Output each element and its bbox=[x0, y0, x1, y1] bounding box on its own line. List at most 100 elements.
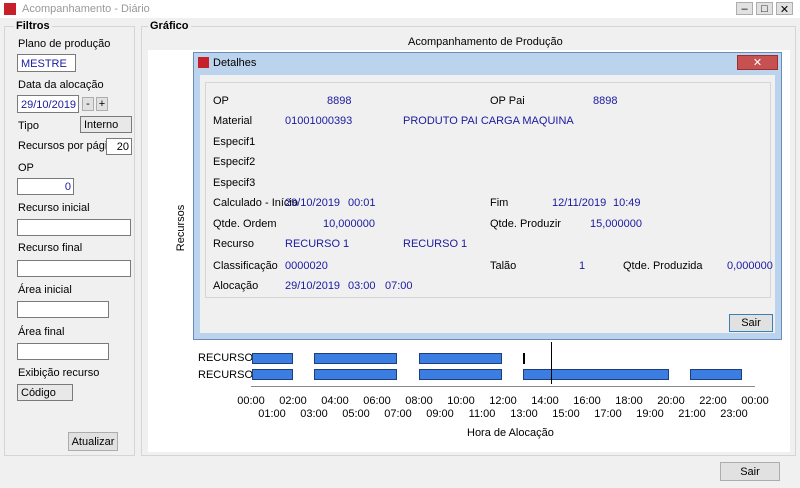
field-label: Qtde. Produzir bbox=[490, 218, 561, 230]
date-input[interactable]: 29/10/2019 bbox=[17, 95, 79, 113]
x-tick-label: 11:00 bbox=[468, 408, 496, 420]
x-axis-line bbox=[251, 386, 755, 387]
x-tick-label: 23:00 bbox=[720, 408, 748, 420]
minus-button[interactable]: - bbox=[82, 97, 94, 111]
details-group bbox=[205, 82, 771, 298]
field-value: 10,000000 bbox=[323, 218, 375, 230]
exit-button[interactable]: Sair bbox=[720, 462, 780, 481]
field-label: OP Pai bbox=[490, 95, 525, 107]
x-tick-label: 06:00 bbox=[363, 395, 391, 407]
gantt-bar bbox=[252, 353, 293, 364]
x-tick-label: 00:00 bbox=[237, 395, 265, 407]
input[interactable] bbox=[17, 343, 109, 360]
plus-button[interactable]: + bbox=[96, 97, 108, 111]
update-button[interactable]: Atualizar bbox=[68, 432, 118, 451]
field-value: PRODUTO PAI CARGA MAQUINA bbox=[403, 115, 574, 127]
input[interactable]: 20 bbox=[106, 138, 132, 155]
x-tick-label: 14:00 bbox=[531, 395, 559, 407]
close-button[interactable]: ✕ bbox=[776, 2, 793, 16]
field-value: RECURSO 1 bbox=[403, 238, 468, 250]
chart-section-title: Gráfico bbox=[148, 20, 191, 32]
field-label: Material bbox=[213, 115, 253, 127]
field-value: 00:01 bbox=[348, 197, 376, 209]
label: Data da alocação bbox=[18, 79, 104, 91]
x-tick-label: 19:00 bbox=[636, 408, 664, 420]
x-tick-label: 07:00 bbox=[384, 408, 412, 420]
x-tick-label: 13:00 bbox=[510, 408, 538, 420]
field-label: Classificação bbox=[213, 260, 278, 272]
x-tick-label: 22:00 bbox=[699, 395, 727, 407]
app-icon bbox=[4, 3, 16, 15]
chart-title: Acompanhamento de Produção bbox=[408, 36, 563, 48]
field-value: 1 bbox=[579, 260, 586, 272]
field-label: Talão bbox=[490, 260, 517, 272]
x-axis-label: Hora de Alocação bbox=[467, 427, 554, 439]
field-label: Qtde. Produzida bbox=[623, 260, 703, 272]
window-title: Acompanhamento - Diário bbox=[22, 3, 150, 15]
gantt-bar bbox=[252, 369, 293, 380]
x-tick-label: 12:00 bbox=[489, 395, 517, 407]
x-tick-label: 04:00 bbox=[321, 395, 349, 407]
field-label: Alocação bbox=[213, 280, 259, 292]
input[interactable] bbox=[17, 219, 131, 236]
field-value: 0,000000 bbox=[727, 260, 773, 272]
dialog-exit-button[interactable]: Sair bbox=[729, 314, 773, 332]
x-tick-label: 15:00 bbox=[552, 408, 580, 420]
field-label: Especif3 bbox=[213, 177, 256, 189]
label: Recurso final bbox=[18, 242, 83, 254]
x-tick-label: 20:00 bbox=[657, 395, 685, 407]
field-value: 07:00 bbox=[385, 280, 413, 292]
resource-label: RECURSO 2 bbox=[198, 352, 263, 364]
x-tick-label: 17:00 bbox=[594, 408, 622, 420]
label: Recurso inicial bbox=[18, 202, 90, 214]
gantt-bar bbox=[314, 369, 397, 380]
x-tick-label: 08:00 bbox=[405, 395, 433, 407]
x-tick-label: 18:00 bbox=[615, 395, 643, 407]
label: Tipo bbox=[18, 120, 39, 132]
field-label: Qtde. Ordem bbox=[213, 218, 277, 230]
input[interactable] bbox=[17, 260, 131, 277]
gantt-bar bbox=[523, 369, 669, 380]
input[interactable]: MESTRE bbox=[17, 54, 76, 72]
x-tick-label: 01:00 bbox=[258, 408, 286, 420]
field-label: Especif1 bbox=[213, 136, 256, 148]
x-tick-label: 03:00 bbox=[300, 408, 328, 420]
field-value: 01001000393 bbox=[285, 115, 353, 127]
gantt-bar bbox=[314, 353, 397, 364]
field-value: 29/10/2019 bbox=[285, 197, 341, 209]
field-label: OP bbox=[213, 95, 229, 107]
filters-title: Filtros bbox=[14, 20, 52, 32]
label: Área final bbox=[18, 326, 65, 338]
gantt-bar bbox=[419, 369, 502, 380]
field-value: 15,000000 bbox=[590, 218, 642, 230]
field-value: 12/11/2019 bbox=[552, 197, 607, 209]
gantt-bar bbox=[419, 353, 502, 364]
gantt-mark bbox=[523, 353, 525, 364]
field-value: 03:00 bbox=[348, 280, 376, 292]
y-axis-label: Recursos bbox=[175, 204, 188, 252]
field-value: RECURSO 1 bbox=[285, 238, 350, 250]
dialog-body bbox=[200, 75, 775, 333]
x-tick-label: 02:00 bbox=[279, 395, 307, 407]
field-value: 29/10/2019 bbox=[285, 280, 341, 292]
field-value: 0000020 bbox=[285, 260, 328, 272]
x-tick-label: 10:00 bbox=[447, 395, 475, 407]
select[interactable]: Interno bbox=[80, 116, 132, 133]
field-value: 10:49 bbox=[613, 197, 641, 209]
minimize-button[interactable]: – bbox=[736, 2, 753, 15]
input[interactable] bbox=[17, 301, 109, 318]
title-bar bbox=[0, 0, 800, 18]
dialog-icon bbox=[198, 57, 209, 68]
x-tick-label: 21:00 bbox=[678, 408, 706, 420]
label: Exibição recurso bbox=[18, 367, 100, 379]
select[interactable]: Código bbox=[17, 384, 73, 401]
maximize-button[interactable]: □ bbox=[756, 2, 773, 15]
input[interactable]: 0 bbox=[17, 178, 74, 195]
field-label: Fim bbox=[490, 197, 509, 209]
label: Plano de produção bbox=[18, 38, 111, 50]
filters-group bbox=[4, 26, 135, 456]
dialog-close-button[interactable]: ✕ bbox=[737, 55, 778, 70]
x-tick-label: 16:00 bbox=[573, 395, 601, 407]
